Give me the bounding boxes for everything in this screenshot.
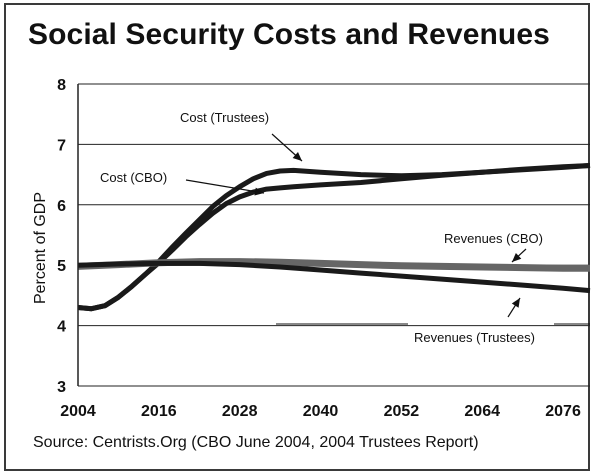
x-tick-label-2076: 2076 bbox=[545, 403, 581, 420]
x-tick-label-2028: 2028 bbox=[222, 403, 258, 420]
source-note: Source: Centrists.Org (CBO June 2004, 20… bbox=[33, 434, 479, 451]
y-tick-label-3: 3 bbox=[57, 379, 66, 396]
y-tick-label-5: 5 bbox=[57, 258, 66, 275]
x-tick-label-2040: 2040 bbox=[303, 403, 339, 420]
y-tick-label-6: 6 bbox=[57, 198, 66, 215]
x-tick-label-2064: 2064 bbox=[464, 403, 500, 420]
annotation-arrow-cost-cbo bbox=[185, 179, 265, 196]
annotation-arrow-revenues-trustees bbox=[507, 297, 521, 318]
annotation-label-3: Revenues (CBO) bbox=[444, 231, 543, 246]
y-axis-label: Percent of GDP bbox=[32, 192, 49, 304]
annotation-arrow-revenues-cbo bbox=[511, 248, 527, 263]
y-tick-label-7: 7 bbox=[57, 137, 66, 154]
y-tick-label-4: 4 bbox=[57, 319, 66, 336]
annotation-label-1: Cost (Trustees) bbox=[180, 110, 269, 125]
annotation-arrow-cost-trustees bbox=[271, 133, 303, 162]
chart-frame bbox=[4, 3, 590, 471]
annotation-label-4: Revenues (Trustees) bbox=[414, 330, 535, 345]
series-line-revenues-trustees bbox=[77, 260, 591, 294]
x-tick-label-2016: 2016 bbox=[141, 403, 177, 420]
series-line-cost-cbo bbox=[77, 163, 591, 312]
x-tick-label-2052: 2052 bbox=[384, 403, 420, 420]
x-tick-label-2004: 2004 bbox=[60, 403, 96, 420]
chart-title: Social Security Costs and Revenues bbox=[28, 18, 550, 51]
annotation-label-2: Cost (CBO) bbox=[100, 170, 167, 185]
y-tick-label-8: 8 bbox=[57, 77, 66, 94]
